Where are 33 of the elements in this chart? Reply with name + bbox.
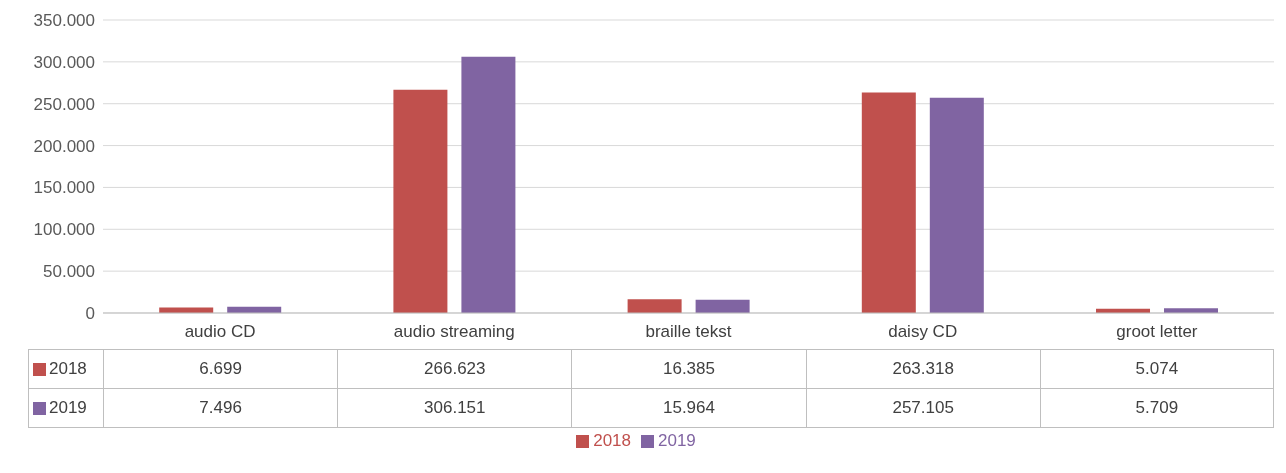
data-label: 5.709 [1039, 389, 1274, 427]
y-tick-label: 100.000 [33, 220, 95, 240]
x-tick-label: daisy CD [888, 322, 958, 342]
y-tick-label: 50.000 [43, 262, 95, 282]
bar [393, 89, 448, 313]
x-tick-label: groot letter [1116, 322, 1198, 342]
data-label: 263.318 [805, 350, 1040, 388]
data-label: 257.105 [805, 389, 1040, 427]
data-label: 7.496 [103, 389, 338, 427]
data-label: 6.699 [103, 350, 338, 388]
text: 2019 [49, 398, 87, 417]
legend-label: 2019 [658, 431, 696, 450]
data-label: 266.623 [337, 350, 572, 388]
data-label: 306.151 [337, 389, 572, 427]
x-tick-label: braille tekst [645, 322, 732, 342]
y-tick-label: 0 [85, 304, 95, 324]
data-label: 15.964 [571, 389, 806, 427]
y-tick-label: 300.000 [33, 52, 95, 72]
bar [627, 299, 682, 313]
x-tick-label: audio CD [184, 322, 256, 342]
bar [861, 92, 916, 313]
y-tick-label: 250.000 [33, 94, 95, 114]
y-tick-label: 350.000 [33, 11, 95, 31]
text: 2018 [593, 431, 631, 450]
data-label: 16.385 [571, 350, 806, 388]
bar [461, 56, 516, 313]
data-label: 5.074 [1039, 350, 1274, 388]
legend-label: 2018 [49, 359, 87, 379]
bar [695, 299, 750, 313]
y-tick-label: 150.000 [33, 178, 95, 198]
y-tick-label: 200.000 [33, 136, 95, 156]
bar [929, 97, 984, 313]
x-tick-label: audio streaming [393, 322, 515, 342]
